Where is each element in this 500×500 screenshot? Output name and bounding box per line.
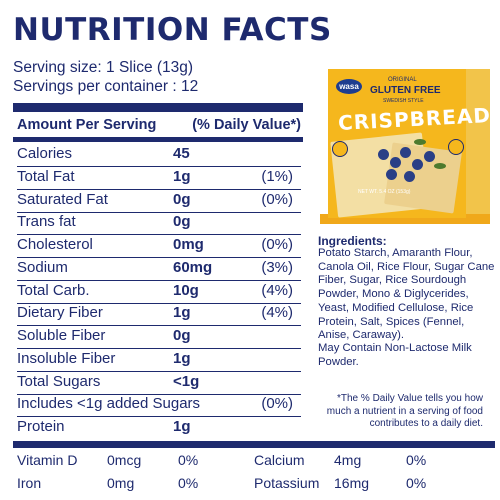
thick-divider bbox=[13, 103, 303, 112]
package-original-label: ORIGINAL bbox=[388, 77, 417, 83]
row-name: Includes <1g added Sugars bbox=[17, 395, 201, 412]
row-amount: 45 bbox=[173, 145, 190, 162]
row-amount: 1g bbox=[173, 350, 191, 367]
table-row: Saturated Fat 0g (0%) bbox=[17, 189, 301, 213]
daily-value-header: (% Daily Value*) bbox=[192, 117, 301, 133]
vitamin-dv: 0% bbox=[178, 452, 199, 468]
package-gluten-free-label: GLUTEN FREE bbox=[370, 85, 441, 96]
product-image: wasa ORIGINAL GLUTEN FREE SWEDISH STYLE … bbox=[314, 62, 491, 230]
row-amount: 0g bbox=[173, 327, 191, 344]
table-row: Includes <1g added Sugars (0%) bbox=[17, 393, 301, 417]
vitamin-amount: 16mg bbox=[334, 475, 370, 491]
row-dv: (0%) bbox=[261, 191, 293, 208]
row-amount: 1g bbox=[173, 168, 191, 185]
table-row: Dietary Fiber 1g (4%) bbox=[17, 302, 301, 326]
row-name: Cholesterol bbox=[17, 236, 93, 253]
row-name: Calories bbox=[17, 145, 73, 162]
row-amount: 1g bbox=[173, 304, 191, 321]
vitamins-divider bbox=[13, 441, 495, 448]
serving-size: Serving size: 1 Slice (13g) bbox=[13, 59, 194, 76]
may-contain-text: May Contain Non-Lactose Milk Powder. bbox=[318, 342, 472, 368]
vitamin-dv: 0% bbox=[178, 475, 199, 491]
blueberry-icon bbox=[386, 169, 397, 180]
table-row: Cholesterol 0mg (0%) bbox=[17, 234, 301, 258]
table-row: Total Carb. 10g (4%) bbox=[17, 280, 301, 304]
vitamin-amount: 0mcg bbox=[107, 452, 142, 468]
brand-logo: wasa bbox=[336, 79, 362, 94]
row-dv: (3%) bbox=[261, 259, 293, 276]
row-amount: 0g bbox=[173, 191, 191, 208]
blueberry-icon bbox=[412, 159, 423, 170]
row-name: Total Sugars bbox=[17, 373, 101, 390]
table-row: Protein 1g bbox=[17, 416, 301, 439]
row-dv: (4%) bbox=[261, 304, 293, 321]
row-amount: 0g bbox=[173, 213, 191, 230]
table-row: Calories 45 bbox=[17, 143, 301, 167]
table-row: Total Fat 1g (1%) bbox=[17, 166, 301, 190]
table-row: Total Sugars <1g bbox=[17, 371, 301, 395]
package-side bbox=[466, 69, 490, 218]
vitamin-name: Iron bbox=[17, 475, 42, 491]
row-amount: 60mg bbox=[173, 259, 213, 276]
leaf-icon bbox=[434, 163, 446, 169]
row-amount: 1g bbox=[173, 418, 191, 435]
table-row: Insoluble Fiber 1g bbox=[17, 348, 301, 372]
vitamin-name: Potassium bbox=[254, 475, 320, 491]
blueberry-icon bbox=[378, 149, 389, 160]
servings-per-container: Servings per container : 12 bbox=[13, 78, 199, 95]
daily-value-footnote: *The % Daily Value tells you how much a … bbox=[326, 393, 483, 430]
row-name: Total Carb. bbox=[17, 282, 90, 299]
vitamin-name: Vitamin D bbox=[17, 452, 78, 468]
row-amount: 10g bbox=[173, 282, 199, 299]
package-shadow bbox=[320, 214, 490, 224]
nutrition-facts-title: NUTRITION FACTS bbox=[13, 12, 332, 48]
row-name: Protein bbox=[17, 418, 65, 435]
blueberry-icon bbox=[400, 147, 411, 158]
table-row: Soluble Fiber 0g bbox=[17, 325, 301, 349]
row-name: Trans fat bbox=[17, 213, 76, 230]
package-style-label: SWEDISH STYLE bbox=[383, 98, 424, 104]
vitamin-dv: 0% bbox=[406, 475, 427, 491]
ingredients-heading: Ingredients: bbox=[318, 234, 387, 248]
amount-per-serving-header: Amount Per Serving bbox=[17, 117, 157, 133]
package-front: wasa ORIGINAL GLUTEN FREE SWEDISH STYLE … bbox=[328, 69, 491, 218]
row-dv: (0%) bbox=[261, 395, 293, 412]
row-dv: (0%) bbox=[261, 236, 293, 253]
gluten-free-badge-icon bbox=[332, 141, 348, 157]
vitamin-amount: 4mg bbox=[334, 452, 362, 468]
row-dv: (4%) bbox=[261, 282, 293, 299]
certified-badge-icon bbox=[448, 139, 464, 155]
package-net-weight: NET WT. 5.4 OZ (153g) bbox=[358, 189, 411, 195]
blueberry-icon bbox=[424, 151, 435, 162]
row-name: Soluble Fiber bbox=[17, 327, 106, 344]
header-divider bbox=[13, 137, 303, 142]
leaf-icon bbox=[414, 139, 426, 145]
blueberry-icon bbox=[404, 171, 415, 182]
row-name: Total Fat bbox=[17, 168, 75, 185]
row-name: Dietary Fiber bbox=[17, 304, 103, 321]
table-row: Sodium 60mg (3%) bbox=[17, 257, 301, 281]
vitamin-dv: 0% bbox=[406, 452, 427, 468]
row-name: Sodium bbox=[17, 259, 68, 276]
ingredients-text: Potato Starch, Amaranth Flour, Canola Oi… bbox=[318, 247, 495, 342]
row-dv: (1%) bbox=[261, 168, 293, 185]
row-name: Insoluble Fiber bbox=[17, 350, 116, 367]
row-name: Saturated Fat bbox=[17, 191, 108, 208]
vitamin-amount: 0mg bbox=[107, 475, 135, 491]
row-amount: 0mg bbox=[173, 236, 204, 253]
blueberry-icon bbox=[390, 157, 401, 168]
table-header: Amount Per Serving (% Daily Value*) bbox=[17, 114, 301, 138]
vitamin-name: Calcium bbox=[254, 452, 305, 468]
table-row: Trans fat 0g bbox=[17, 211, 301, 235]
row-amount: <1g bbox=[173, 373, 200, 390]
